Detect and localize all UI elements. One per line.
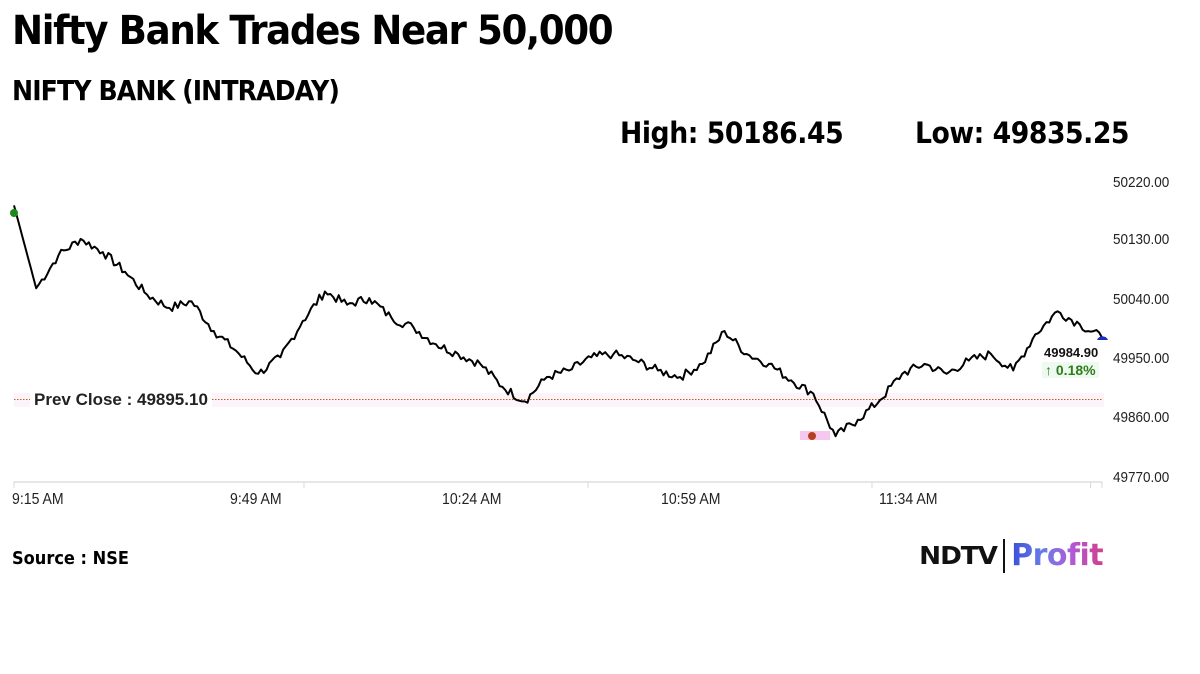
ndtv-profit-logo: NDTV Profit [919, 538, 1104, 573]
prev-close-band [14, 393, 1104, 407]
y-tick-label: 50040.00 [1113, 291, 1170, 308]
x-tick-label: 9:15 AM [12, 491, 64, 508]
logo-divider [1003, 538, 1006, 573]
x-tick-label: 10:24 AM [442, 491, 502, 508]
y-tick-label: 50220.00 [1113, 174, 1170, 191]
x-tick-label: 10:59 AM [661, 491, 721, 508]
change-percent-badge: ↑ 0.18% [1042, 362, 1099, 378]
prev-close-label: Prev Close : 49895.10 [30, 390, 212, 410]
low-marker[interactable] [808, 432, 816, 440]
high-marker[interactable] [10, 209, 18, 217]
last-marker[interactable] [1097, 336, 1108, 340]
high-label: High: 50186.45 [620, 116, 844, 150]
y-tick-label: 49770.00 [1113, 469, 1170, 486]
last-value-label: 49984.90 [1044, 345, 1099, 360]
source-label: Source : NSE [12, 548, 129, 569]
low-label: Low: 49835.25 [915, 116, 1130, 150]
y-tick-label: 50130.00 [1113, 231, 1170, 248]
chart-subtitle: NIFTY BANK (INTRADAY) [12, 74, 340, 107]
x-tick-label: 9:49 AM [230, 491, 282, 508]
y-tick-label: 49950.00 [1113, 350, 1170, 367]
price-line [13, 205, 1103, 438]
page-title: Nifty Bank Trades Near 50,000 [12, 8, 614, 54]
logo-ndtv-text: NDTV [919, 541, 998, 570]
logo-profit-text: Profit [1011, 538, 1104, 573]
x-tick-label: 11:34 AM [879, 491, 938, 508]
y-tick-label: 49860.00 [1113, 409, 1170, 426]
x-axis-tick-marks [13, 482, 1103, 488]
